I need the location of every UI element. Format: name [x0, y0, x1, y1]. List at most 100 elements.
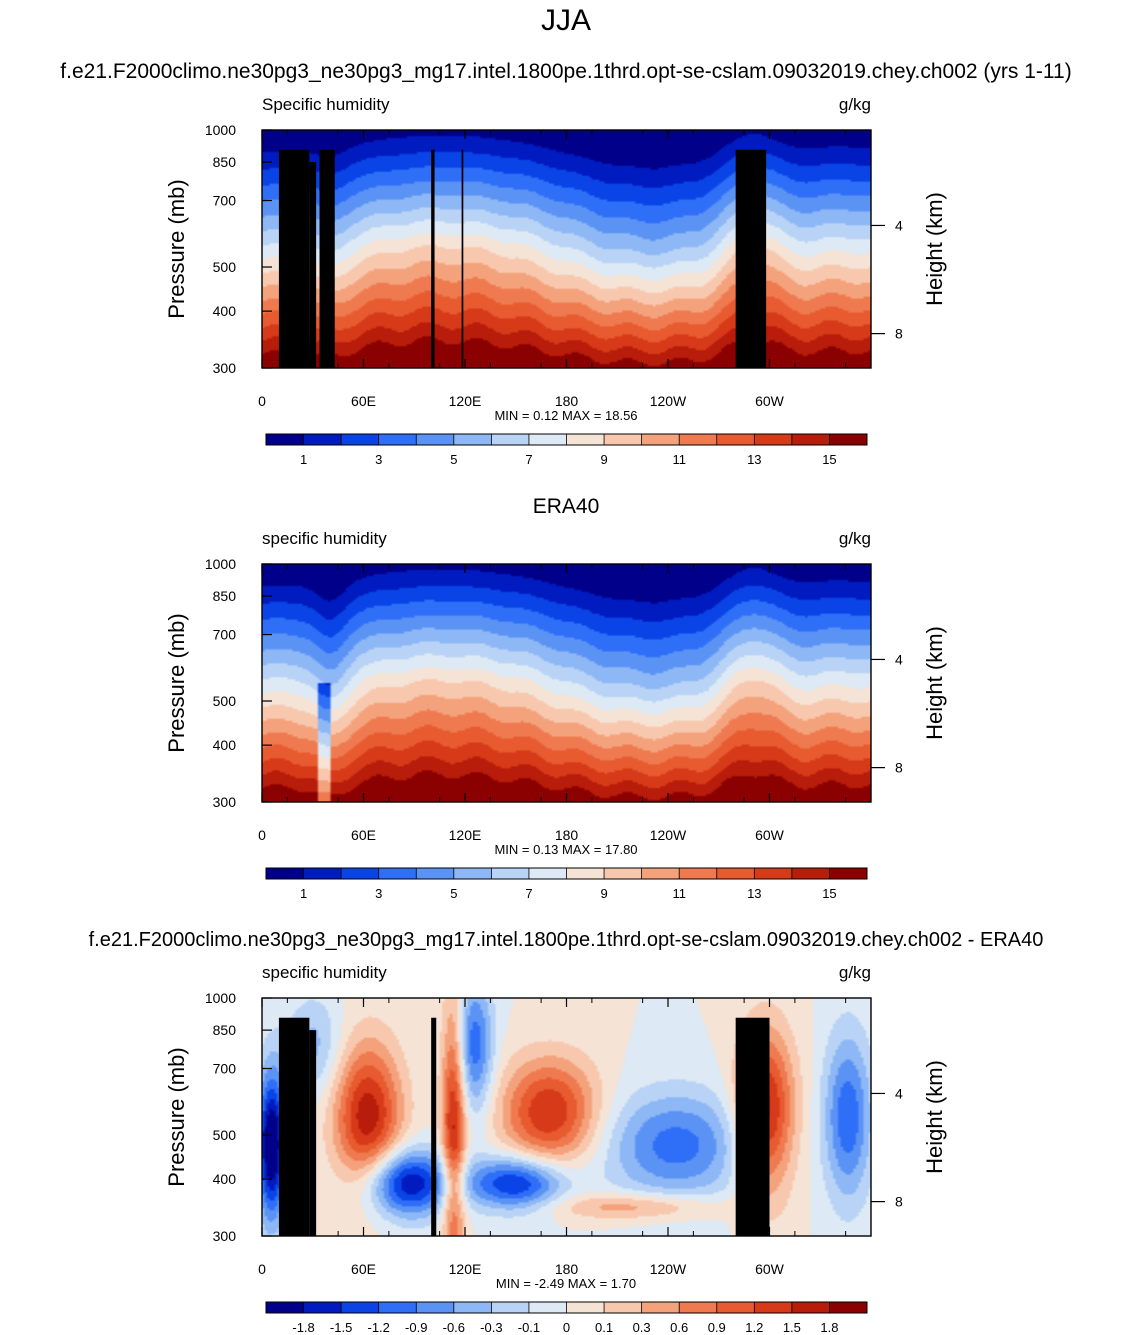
colorbar-label: 1.5	[783, 1320, 801, 1335]
colorbar-label: -0.1	[518, 1320, 540, 1335]
colorbar-swatch	[791, 868, 830, 879]
y-tick-label: 1000	[205, 990, 236, 1006]
colorbar-swatch	[303, 1302, 342, 1313]
y-right-tick-label: 4	[895, 651, 903, 667]
x-tick-label: 60E	[351, 1261, 376, 1277]
colorbar-label: 3	[375, 886, 382, 901]
colorbar-label: 7	[525, 886, 532, 901]
min-max-stats: MIN = 0.12 MAX = 18.56	[494, 408, 637, 423]
colorbar-swatch	[491, 434, 530, 445]
y-tick-label: 850	[213, 154, 237, 170]
y-right-tick-label: 8	[895, 760, 903, 776]
colorbar-label: -0.9	[405, 1320, 427, 1335]
colorbar-label: 5	[450, 886, 457, 901]
colorbar-swatch	[378, 868, 417, 879]
colorbar-label: 15	[822, 452, 836, 467]
colorbar-swatch	[491, 1302, 530, 1313]
colorbar-swatch	[266, 434, 304, 445]
x-tick-label: 120E	[449, 393, 482, 409]
panel-title: ERA40	[533, 495, 600, 518]
y-tick-label: 400	[213, 303, 237, 319]
colorbar-label: 13	[747, 452, 761, 467]
panel-title: f.e21.F2000climo.ne30pg3_ne30pg3_mg17.in…	[60, 60, 1071, 83]
x-tick-label: 60W	[755, 393, 785, 409]
colorbar-swatch	[416, 868, 455, 879]
min-max-stats: MIN = 0.13 MAX = 17.80	[494, 842, 637, 857]
colorbar-label: -0.3	[480, 1320, 502, 1335]
terrain-block	[431, 149, 435, 368]
terrain-block	[278, 149, 310, 368]
colorbar-swatch	[341, 434, 379, 445]
colorbar-swatch	[679, 868, 718, 879]
colorbar-swatch	[303, 434, 342, 445]
colorbar-swatch	[716, 1302, 755, 1313]
colorbar-label: 7	[525, 452, 532, 467]
y-tick-label: 500	[213, 693, 237, 709]
y-right-tick-label: 8	[895, 326, 903, 342]
colorbar-swatch	[754, 434, 793, 445]
colorbar-swatch	[641, 868, 680, 879]
terrain-block	[431, 1017, 437, 1236]
colorbar-swatch	[528, 434, 567, 445]
y-tick-label: 700	[213, 627, 237, 643]
colorbar-label: 13	[747, 886, 761, 901]
y-tick-label: 1000	[205, 122, 236, 138]
y-tick-label: 1000	[205, 556, 236, 572]
unit-label: g/kg	[839, 963, 871, 982]
colorbar-swatch	[528, 1302, 567, 1313]
colorbar-swatch	[453, 868, 492, 879]
colorbar-swatch	[416, 1302, 455, 1313]
contour-field	[262, 998, 871, 1236]
x-tick-label: 0	[258, 1261, 266, 1277]
x-tick-label: 60E	[351, 393, 376, 409]
y-axis-title: Pressure (mb)	[164, 1047, 189, 1186]
x-tick-label: 0	[258, 827, 266, 843]
unit-label: g/kg	[839, 95, 871, 114]
colorbar-swatch	[604, 868, 642, 879]
terrain-block	[319, 149, 335, 368]
y-axis-right-title: Height (km)	[922, 192, 947, 306]
colorbar-label: 0.3	[633, 1320, 651, 1335]
colorbar-label: 0	[563, 1320, 570, 1335]
x-tick-label: 120E	[449, 827, 482, 843]
terrain-block	[278, 1017, 310, 1236]
colorbar-label: 0.9	[708, 1320, 726, 1335]
x-tick-label: 120W	[650, 1261, 687, 1277]
field-label: Specific humidity	[262, 95, 390, 114]
x-tick-label: 180	[555, 393, 579, 409]
colorbar-swatch	[378, 1302, 417, 1313]
x-tick-label: 180	[555, 1261, 579, 1277]
colorbar-swatch	[416, 434, 455, 445]
colorbar-swatch	[566, 434, 605, 445]
y-tick-label: 850	[213, 588, 237, 604]
colorbar-swatch	[378, 434, 417, 445]
x-tick-label: 180	[555, 827, 579, 843]
colorbar-label: 9	[600, 452, 607, 467]
colorbar-label: 1	[300, 452, 307, 467]
y-tick-label: 400	[213, 737, 237, 753]
colorbar-swatch	[791, 434, 830, 445]
figure-title: JJA	[541, 4, 591, 37]
y-tick-label: 400	[213, 1171, 237, 1187]
colorbar-label: 9	[600, 886, 607, 901]
y-tick-label: 500	[213, 1127, 237, 1143]
y-tick-label: 300	[213, 794, 237, 810]
colorbar-label: 1.2	[745, 1320, 763, 1335]
colorbar-swatch	[528, 868, 567, 879]
y-axis-right-title: Height (km)	[922, 1060, 947, 1174]
terrain-block	[309, 1030, 317, 1236]
colorbar-label: 11	[672, 452, 686, 467]
colorbar-swatch	[453, 1302, 492, 1313]
colorbar-swatch	[491, 868, 530, 879]
terrain-block	[309, 162, 317, 368]
y-right-tick-label: 8	[895, 1194, 903, 1210]
unit-label: g/kg	[839, 529, 871, 548]
colorbar-swatch	[604, 434, 642, 445]
y-axis-right-title: Height (km)	[922, 626, 947, 740]
x-tick-label: 60W	[755, 827, 785, 843]
x-tick-label: 60W	[755, 1261, 785, 1277]
colorbar-swatch	[604, 1302, 642, 1313]
y-tick-label: 300	[213, 1228, 237, 1244]
colorbar-swatch	[566, 868, 605, 879]
terrain-block	[735, 149, 767, 368]
